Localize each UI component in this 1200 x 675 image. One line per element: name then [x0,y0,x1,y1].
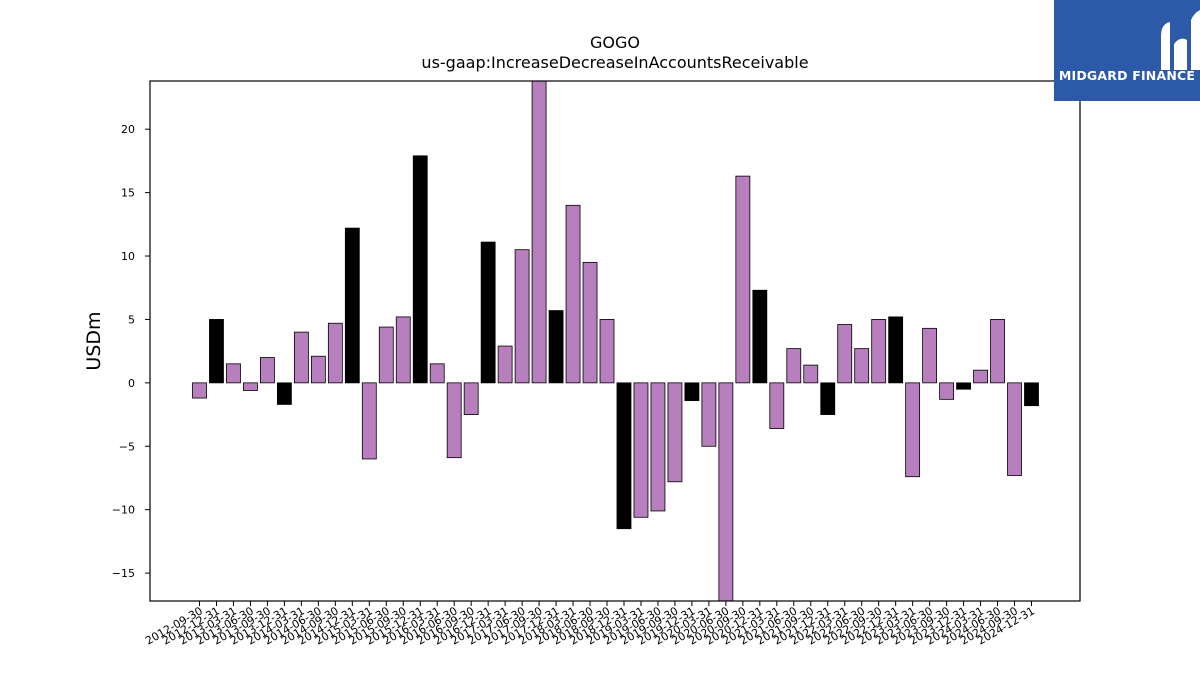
bar-2021-03-31 [769,382,785,429]
bar-2020-12-31 [752,289,768,384]
bar-2019-03-31 [633,382,649,518]
bar-2017-06-30 [514,249,530,384]
bar-2017-03-31 [497,345,513,384]
bar-2014-09-30 [327,322,343,384]
bar-2014-12-31 [344,227,360,384]
bar-2023-12-31 [956,382,971,390]
y-tick-label: −10 [112,504,135,517]
bar-2019-06-30 [650,382,666,512]
bar-2015-06-30 [378,326,394,384]
bar-2014-03-31 [293,331,309,384]
bar-2023-06-30 [922,327,938,384]
bar-2016-09-30 [463,382,479,415]
logo-text: MIDGARD FINANCE [1058,68,1196,83]
bar-2015-03-31 [361,382,377,460]
bar-2018-03-31 [565,204,581,384]
chart-title: GOGO [590,33,640,52]
bar-2013-12-31 [276,382,292,405]
bar-2020-03-31 [701,382,717,447]
bar-2016-06-30 [446,382,462,459]
bar-2015-09-30 [395,316,411,384]
bar-2024-03-31 [973,369,988,384]
bar-2017-09-30 [531,80,547,384]
y-tick-label: 15 [121,187,135,200]
plot-frame [149,80,1081,602]
bars-group [192,80,1039,602]
bar-2020-09-30 [735,175,751,384]
bar-2014-06-30 [310,355,326,384]
y-tick-label: 10 [121,250,135,263]
bar-2016-12-31 [480,241,496,384]
y-axis-label: USDm [83,311,105,370]
bar-2022-03-31 [837,324,853,384]
bar-2022-06-30 [854,348,870,384]
y-tick-label: 5 [128,313,135,326]
y-tick-label: 20 [121,123,135,136]
bar-2012-09-30 [192,382,207,399]
bar-2024-09-30 [1007,382,1022,476]
bar-2022-09-30 [871,319,887,384]
bar-2019-12-31 [684,382,700,402]
x-axis-ticks: 2012-09-302012-12-312013-03-312013-06-30… [143,601,1037,648]
bar-2013-03-31 [226,363,241,384]
bar-2024-12-31 [1024,382,1039,407]
bar-2021-09-30 [803,364,819,384]
bar-2023-03-31 [905,382,921,478]
bar-2019-09-30 [667,382,683,483]
bar-2024-06-30 [990,319,1005,384]
y-tick-label: 0 [128,377,135,390]
y-tick-label: −5 [119,440,135,453]
chart-subtitle: us-gaap:IncreaseDecreaseInAccountsReceiv… [421,53,808,72]
bar-2013-09-30 [260,357,275,384]
bar-2018-12-31 [616,382,632,530]
bar-2023-09-30 [939,382,955,400]
bar-2013-06-30 [243,382,258,391]
midgard-finance-logo: MIDGARD FINANCE [1054,0,1200,101]
bar-2015-12-31 [412,155,428,384]
bar-2017-12-31 [548,310,564,384]
bar-2021-12-31 [820,382,836,415]
bar-2022-12-31 [888,316,904,384]
bar-2021-06-30 [786,348,802,384]
midgard-logo-icon [1161,10,1200,70]
bar-2012-12-31 [209,319,224,384]
bar-2018-09-30 [599,319,615,384]
bar-2016-03-31 [429,363,445,384]
y-axis-ticks: −15 −10 −5 0 5 10 15 20 [112,123,150,580]
bar-2020-06-30 [718,382,734,602]
bar-2018-06-30 [582,261,598,384]
y-tick-label: −15 [112,567,135,580]
